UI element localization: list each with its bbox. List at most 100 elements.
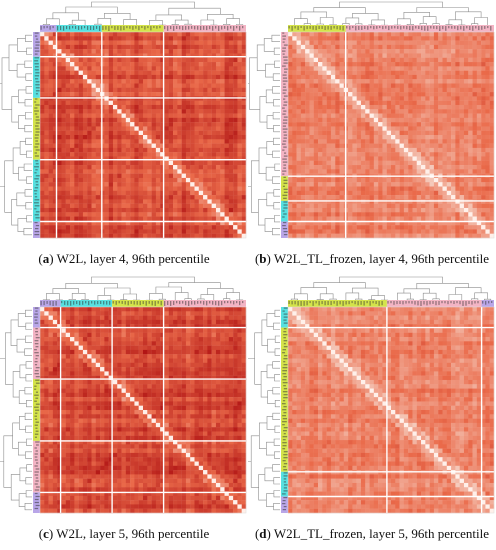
- heatmap-cell: [87, 44, 92, 50]
- heatmap-cell: [233, 130, 238, 136]
- heatmap-cell: [57, 207, 62, 213]
- heatmap-cell: [369, 70, 375, 76]
- heatmap-cell: [91, 87, 96, 93]
- heatmap-cell: [339, 36, 344, 41]
- heatmap-cell: [373, 74, 379, 80]
- left-dendrogram-branch: [18, 166, 27, 181]
- heatmap-cell: [70, 79, 75, 84]
- heatmap-cell: [52, 147, 58, 153]
- heatmap-cell: [173, 177, 178, 183]
- heatmap-cell: [446, 40, 452, 46]
- row-tick-mark: [282, 216, 285, 218]
- heatmap-cell: [181, 74, 187, 80]
- caption-a: (a) W2L, layer 4, 96th percentile: [38, 251, 210, 266]
- heatmap-cell: [91, 173, 96, 179]
- heatmap-cell: [224, 62, 230, 67]
- heatmap-cell: [472, 195, 478, 200]
- heatmap-cell: [241, 53, 247, 58]
- heatmap-cell: [395, 32, 400, 37]
- heatmap-cell: [185, 147, 191, 153]
- heatmap-cell: [300, 156, 306, 161]
- heatmap-cell: [147, 195, 152, 200]
- heatmap-cell: [198, 220, 204, 226]
- heatmap-cell: [318, 216, 323, 222]
- heatmap-cell: [74, 182, 79, 187]
- row-tick-mark: [282, 140, 287, 142]
- heatmap-cell: [44, 135, 49, 140]
- heatmap-cell: [421, 229, 426, 234]
- heatmap-cell: [190, 40, 195, 46]
- heatmap-cell: [224, 207, 230, 213]
- heatmap-cell: [104, 207, 109, 213]
- heatmap-cell: [104, 177, 109, 183]
- heatmap-cell: [399, 49, 405, 54]
- heatmap-cell: [313, 92, 319, 97]
- heatmap-cell: [44, 83, 49, 88]
- heatmap-cell: [48, 113, 54, 119]
- heatmap-cell: [233, 216, 238, 222]
- heatmap-cell: [203, 57, 208, 63]
- heatmap-cell: [95, 160, 101, 166]
- heatmap-cell: [173, 49, 178, 54]
- heatmap-cell: [382, 152, 387, 157]
- heatmap-cell: [391, 32, 396, 37]
- heatmap-cell: [112, 139, 118, 144]
- heatmap-cell: [237, 126, 242, 131]
- heatmap-cell: [425, 40, 430, 46]
- heatmap-cell: [313, 139, 319, 144]
- heatmap-cell: [451, 109, 456, 114]
- heatmap-cell: [468, 109, 473, 114]
- heatmap-cell: [104, 57, 109, 63]
- heatmap-cell: [125, 152, 131, 157]
- heatmap-cell: [391, 135, 396, 140]
- heatmap-cell: [57, 53, 62, 58]
- heatmap-cell: [48, 49, 54, 54]
- heatmap-cell: [65, 220, 71, 226]
- heatmap-cell: [300, 177, 306, 183]
- heatmap-cell: [87, 126, 92, 131]
- heatmap-cell: [121, 229, 127, 234]
- heatmap-cell: [408, 165, 413, 170]
- heatmap-cell: [82, 126, 88, 131]
- heatmap-cell: [108, 143, 114, 149]
- heatmap-cell: [412, 135, 417, 140]
- heatmap-cell: [185, 100, 191, 106]
- row-tick-mark: [283, 213, 287, 215]
- heatmap-cell: [211, 126, 217, 131]
- heatmap-cell: [476, 130, 482, 136]
- heatmap-cell: [138, 152, 144, 157]
- row-tick-mark: [283, 119, 288, 121]
- heatmap-cell: [160, 70, 165, 76]
- heatmap-cell: [168, 203, 174, 209]
- heatmap-cell: [369, 165, 375, 170]
- heatmap-cell: [177, 182, 182, 187]
- heatmap-cell: [399, 53, 405, 58]
- row-tick-mark: [34, 57, 39, 59]
- heatmap-cell: [438, 92, 443, 97]
- heatmap-cell: [438, 199, 443, 204]
- heatmap-cell: [241, 74, 247, 80]
- heatmap-cell: [360, 135, 366, 140]
- heatmap-cell: [425, 104, 430, 110]
- heatmap-cell: [151, 83, 157, 88]
- heatmap-cell: [147, 40, 152, 46]
- heatmap-cell: [91, 152, 96, 157]
- heatmap-cell: [155, 74, 161, 80]
- heatmap-cell: [130, 66, 135, 71]
- heatmap-cell: [438, 79, 443, 84]
- heatmap-cell: [220, 74, 225, 80]
- left-dendrogram-branch: [272, 86, 280, 94]
- heatmap-cell: [211, 49, 217, 54]
- heatmap-cell: [296, 160, 302, 166]
- heatmap-cell: [313, 182, 319, 187]
- heatmap-cell: [360, 225, 366, 230]
- heatmap-cell: [82, 70, 88, 76]
- heatmap-cell: [203, 199, 208, 204]
- heatmap-cell: [472, 44, 478, 50]
- heatmap-cell: [52, 152, 58, 157]
- heatmap-cell: [95, 186, 101, 191]
- heatmap-cell: [408, 160, 413, 166]
- heatmap-cell: [173, 130, 178, 136]
- heatmap-cell: [168, 156, 174, 161]
- heatmap-cell: [65, 229, 71, 234]
